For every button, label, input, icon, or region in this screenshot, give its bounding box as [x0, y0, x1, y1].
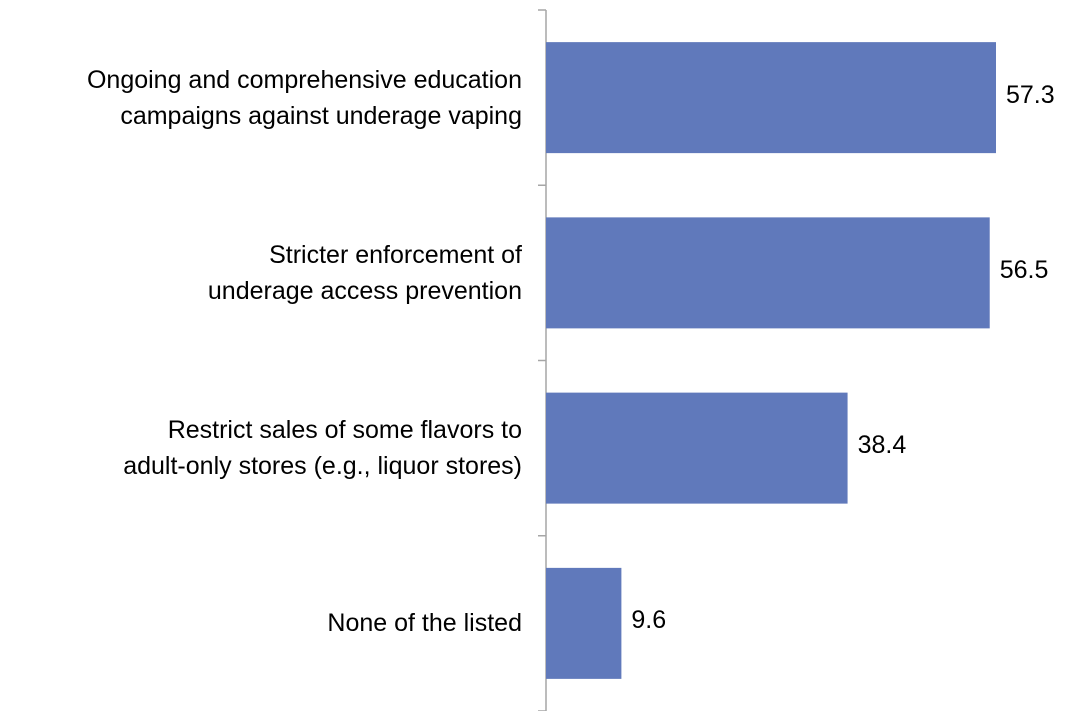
data-label-2: 56.5	[999, 255, 1049, 284]
category-label-line: underage access prevention	[207, 276, 522, 305]
category-label-line: Restrict sales of some flavors to	[167, 416, 522, 445]
bar-3	[546, 392, 848, 504]
category-label-4: None of the listed	[0, 605, 522, 641]
category-label-line: Ongoing and comprehensive education	[86, 65, 522, 94]
category-label-line: Stricter enforcement of	[269, 240, 522, 269]
data-label-1: 57.3	[1006, 80, 1055, 109]
category-label-1: Ongoing and comprehensive education campa…	[0, 62, 522, 134]
category-label-line: None of the listed	[327, 609, 522, 638]
bar-2	[546, 217, 990, 329]
bar-4	[546, 567, 622, 679]
category-label-line: adult-only stores (e.g., liquor stores)	[123, 452, 522, 481]
category-label-line: campaigns against underage vaping	[120, 101, 522, 130]
category-label-2: Stricter enforcement of underage access p…	[0, 237, 522, 309]
data-label-3: 38.4	[857, 431, 907, 460]
category-label-3: Restrict sales of some flavors to adult-o…	[0, 412, 522, 484]
data-label-4: 9.6	[631, 606, 667, 635]
bar-1	[546, 42, 996, 154]
